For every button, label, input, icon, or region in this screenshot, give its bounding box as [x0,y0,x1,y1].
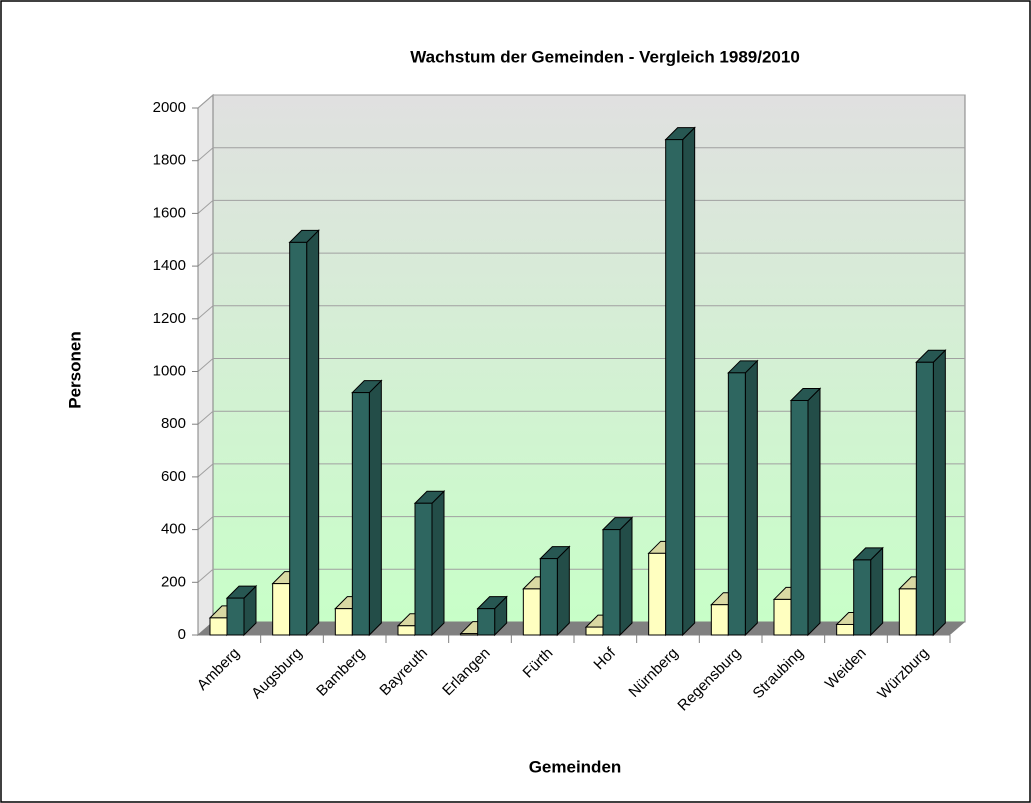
bar [789,387,822,637]
grid-line [197,94,214,109]
grid-line [197,358,214,372]
grid-line [197,305,214,320]
y-tick-label: 800 [161,415,186,432]
bar-face [710,604,729,636]
bar [664,126,696,637]
grid-line [197,568,214,583]
y-tick-label: 1400 [153,257,186,274]
bar-face [836,623,855,636]
bar-face [226,597,245,636]
bar [852,546,884,637]
bar-face [648,552,667,636]
bar-face [397,625,416,636]
y-tick-label: 0 [178,626,186,643]
bar-face [539,558,558,636]
bar-face [306,229,320,637]
y-tick-label: 1000 [153,362,186,379]
grid-line [197,200,214,214]
y-tick-label: 1600 [153,204,186,221]
bar-face [602,529,621,636]
grid-line [197,252,214,267]
bar-face [682,126,696,637]
y-tick-label: 400 [161,521,186,538]
bar-face [807,387,821,637]
bar-face [773,598,792,636]
bar [288,229,320,637]
bar-face [932,349,946,637]
bar-face [870,546,884,637]
bar [225,584,258,637]
bar-face [915,361,934,636]
grid-line [197,463,214,478]
bar-face [414,502,433,636]
bar-face [744,359,758,637]
bar [413,490,446,637]
bar [539,545,571,637]
bar-face [351,392,370,636]
bar-face [460,633,479,636]
y-tick-label: 2000 [153,99,186,116]
bar-face [431,490,445,637]
floor [198,622,965,635]
bar [601,516,634,637]
x-axis-label: Gemeinden [529,757,622,776]
bar-face [289,241,308,636]
y-axis-label: Personen [65,331,84,408]
y-tick-label: 200 [161,573,186,590]
bar-face [368,379,382,637]
bar [476,595,508,637]
bar-face [898,588,917,636]
chart-title: Wachstum der Gemeinden - Vergleich 1989/… [410,47,800,66]
y-tick-label: 1200 [153,310,186,327]
bar [351,379,383,637]
grid-line [197,147,214,162]
bar-face [665,139,684,636]
bar-face [477,608,496,636]
bar-face [522,588,541,636]
bar-face [272,583,291,636]
bar-face [334,608,353,636]
grid-line [197,516,214,530]
y-tick-label: 600 [161,468,186,485]
bar [915,349,947,637]
bar-face [790,399,809,636]
bar-face [209,617,228,636]
bar [727,359,759,637]
bar-face [556,545,570,637]
y-tick-label: 1800 [153,152,186,169]
bar-face [585,626,604,636]
bar-face [853,559,872,636]
bar-face [619,516,633,637]
bar-face [727,372,746,636]
grid-line [197,410,214,425]
